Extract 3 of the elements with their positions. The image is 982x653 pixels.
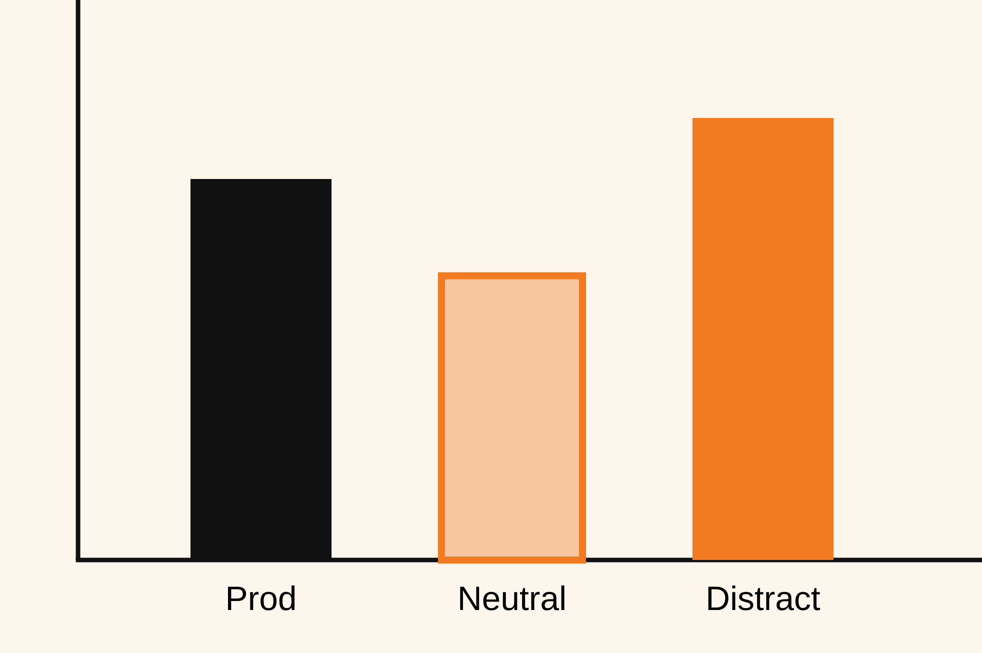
x-tick-label: Prod (228, 586, 295, 610)
x-tick-label: Distract (708, 586, 820, 610)
x-tick-label: Neutral (460, 586, 564, 610)
